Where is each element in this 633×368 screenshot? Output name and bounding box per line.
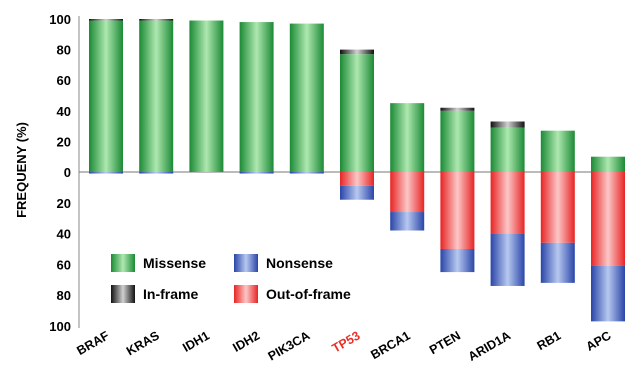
y-axis-title: FREQUENY (%) <box>14 122 29 218</box>
y-tick-label: 100 <box>49 319 71 334</box>
bar-in-frame-tp53 <box>340 49 374 55</box>
y-tick-label: 20 <box>57 196 71 211</box>
category-label: APC <box>584 328 614 353</box>
legend-label: Out-of-frame <box>266 286 351 302</box>
bar-missense-pten <box>440 110 475 172</box>
bar-missense-braf <box>89 20 123 173</box>
y-tick-label: 80 <box>57 288 71 303</box>
y-tick-label: 60 <box>57 73 71 88</box>
category-label: BRCA1 <box>368 328 412 362</box>
y-tick-label: 100 <box>49 12 71 27</box>
bar-missense-idh1 <box>189 20 224 173</box>
bar-missense-tp53 <box>340 54 374 172</box>
bar-missense-brca1 <box>390 103 425 172</box>
bar-in-frame-kras <box>139 19 174 21</box>
category-label: PIK3CA <box>266 328 313 363</box>
category-label: PTEN <box>427 328 463 357</box>
bar-nonsense-tp53 <box>340 185 374 200</box>
legend-swatch-nonsense <box>234 254 258 272</box>
bar-missense-kras <box>139 20 174 173</box>
legend-swatch-missense <box>111 254 135 272</box>
legend: Missense Nonsense In-frame Out-of-frame <box>111 254 351 303</box>
bar-out-of-frame-rb1 <box>540 172 575 243</box>
legend-swatch-in-frame <box>111 285 135 303</box>
bar-out-of-frame-pten <box>440 172 475 249</box>
legend-swatch-out-of-frame <box>234 285 258 303</box>
category-label: KRAS <box>124 328 162 358</box>
bar-missense-idh2 <box>239 22 274 173</box>
bar-out-of-frame-tp53 <box>340 172 374 186</box>
y-tick-label: 20 <box>57 134 71 149</box>
category-label: RB1 <box>535 328 564 353</box>
bar-missense-rb1 <box>540 130 575 172</box>
bar-out-of-frame-brca1 <box>390 172 425 213</box>
bar-nonsense-apc <box>591 265 625 322</box>
bar-nonsense-kras <box>139 172 174 174</box>
bars <box>89 19 625 322</box>
y-tick-label: 60 <box>57 257 71 272</box>
bar-nonsense-rb1 <box>540 242 575 283</box>
bar-nonsense-arid1a <box>490 233 525 286</box>
bar-missense-apc <box>591 156 625 172</box>
bar-in-frame-braf <box>89 19 123 21</box>
y-tick-label: 40 <box>57 104 71 119</box>
legend-label: Nonsense <box>266 255 333 271</box>
category-labels: BRAF KRAS IDH1 IDH2 PIK3CA TP53 BRCA1 PTEN ARID1… <box>74 328 613 364</box>
legend-label: Missense <box>143 255 206 271</box>
bar-nonsense-braf <box>89 172 123 174</box>
category-label: ARID1A <box>466 328 513 363</box>
bar-missense-pik3ca <box>289 23 324 173</box>
bar-nonsense-pik3ca <box>289 172 324 174</box>
y-tick-label: 80 <box>57 43 71 58</box>
category-label: IDH1 <box>180 328 212 354</box>
bar-nonsense-brca1 <box>390 212 425 231</box>
category-label: BRAF <box>74 328 111 358</box>
y-axis-ticks: 100 80 60 40 20 0 20 40 60 80 100 <box>49 12 71 334</box>
bar-out-of-frame-arid1a <box>490 172 525 234</box>
bar-in-frame-arid1a <box>490 121 525 128</box>
bar-missense-arid1a <box>490 127 525 172</box>
bar-out-of-frame-apc <box>591 172 625 266</box>
bar-nonsense-idh2 <box>239 172 274 174</box>
category-label: TP53 <box>330 328 363 355</box>
y-tick-label: 40 <box>57 227 71 242</box>
legend-label: In-frame <box>143 286 198 302</box>
category-label: IDH2 <box>230 328 262 354</box>
bar-nonsense-pten <box>440 249 475 273</box>
bar-in-frame-pten <box>440 107 475 111</box>
y-tick-label: 0 <box>64 165 71 180</box>
